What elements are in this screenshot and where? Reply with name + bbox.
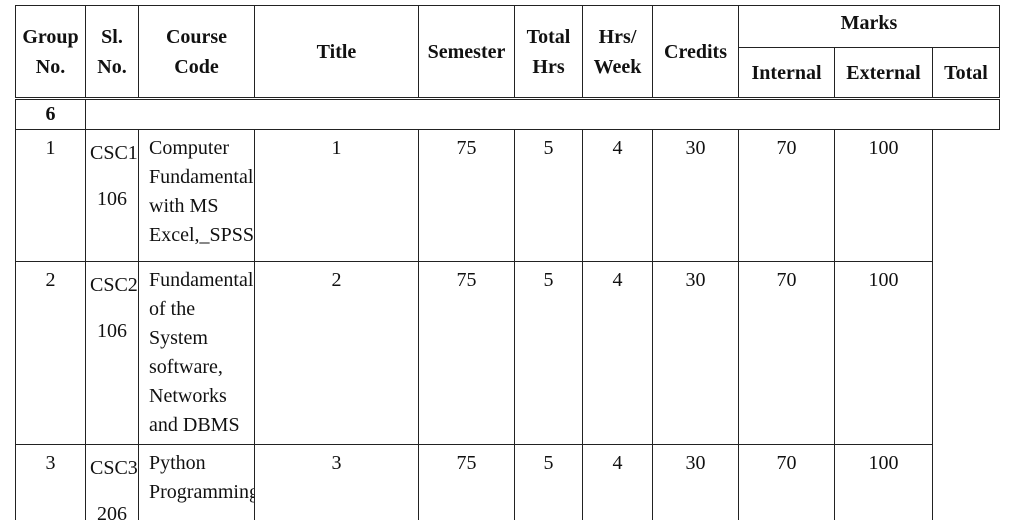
- cell: 1: [254, 129, 419, 262]
- cell: 30: [652, 444, 739, 520]
- cell: 75: [418, 261, 515, 445]
- cell: 100: [834, 444, 933, 520]
- cell: 3: [15, 444, 86, 520]
- cell: 75: [418, 129, 515, 262]
- spacer-row: 6: [15, 97, 1000, 130]
- header-cell: Group No.: [15, 5, 86, 99]
- cell: CSC2MN 106: [85, 261, 139, 445]
- header-cell: Credits: [652, 5, 739, 99]
- cell: 70: [738, 261, 835, 445]
- cell: Python Programming: [138, 444, 255, 520]
- header-row: Group No. Sl. No. Course Code Title Seme…: [15, 5, 1000, 99]
- cell: 30: [652, 129, 739, 262]
- cell: CSC1MN 106: [85, 129, 139, 262]
- cell: Computer Fundamentals with MS Excel,_SPS…: [138, 129, 255, 262]
- cell: CSC3MN 206: [85, 444, 139, 520]
- header-cell: Semester: [418, 5, 515, 99]
- header-cell: Course Code: [138, 5, 255, 99]
- header-row: Internal External Total: [16, 47, 1000, 99]
- cell: 3: [254, 444, 419, 520]
- header-cell: Total: [932, 47, 1000, 99]
- cell: 100: [834, 129, 933, 262]
- cell: 2: [15, 261, 86, 445]
- group-cell: 6: [15, 97, 86, 130]
- header-cell: Internal: [738, 47, 835, 99]
- cell: 70: [738, 444, 835, 520]
- header-cell: Sl. No.: [85, 5, 139, 99]
- spacer-cell: [85, 97, 1000, 130]
- cell: 75: [418, 444, 515, 520]
- header-cell: Hrs/ Week: [582, 5, 653, 99]
- course-table: Group No. Sl. No. Course Code Title Seme…: [15, 5, 1000, 520]
- cell: 30: [652, 261, 739, 445]
- header-cell: Marks: [738, 5, 1000, 48]
- header-cell: Total Hrs: [514, 5, 583, 99]
- cell: 1: [15, 129, 86, 262]
- header-cell: Title: [254, 5, 419, 99]
- cell: 5: [514, 444, 583, 520]
- cell: 4: [582, 129, 653, 262]
- cell: 70: [738, 129, 835, 262]
- cell: 2: [254, 261, 419, 445]
- header-cell: External: [834, 47, 933, 99]
- cell: Fundamentals of the System software, Net…: [138, 261, 255, 445]
- cell: 5: [514, 261, 583, 445]
- cell: 4: [582, 444, 653, 520]
- cell: 5: [514, 129, 583, 262]
- cell: 100: [834, 261, 933, 445]
- cell: 4: [582, 261, 653, 445]
